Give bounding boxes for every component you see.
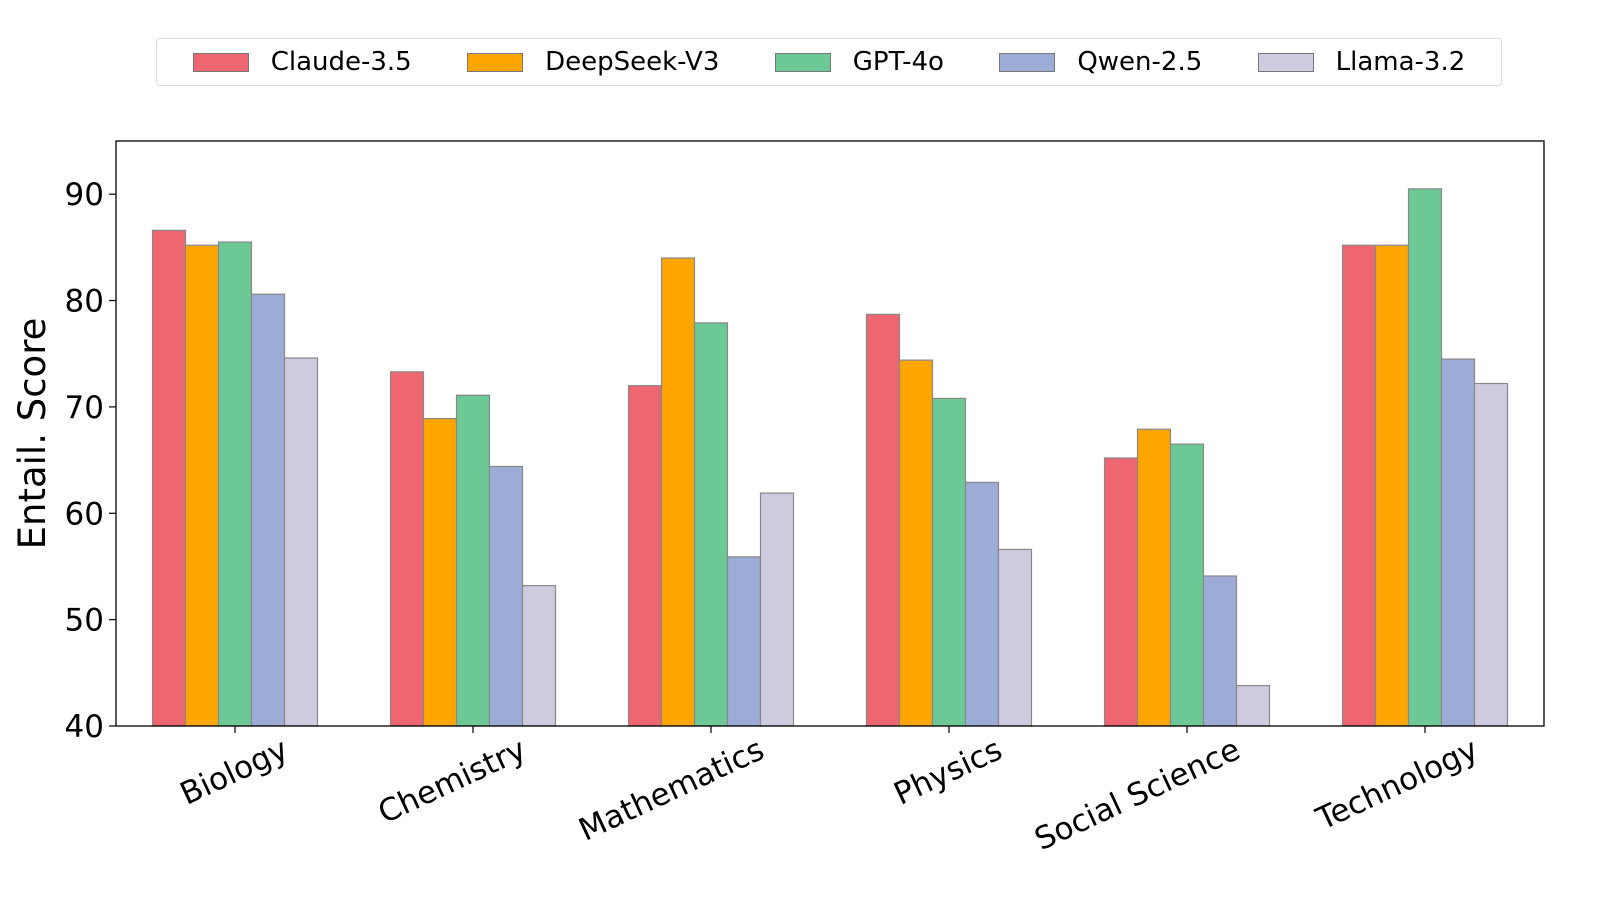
y-tick-label: 40 [65, 709, 104, 745]
bar-claude-3-5-chemistry [389, 371, 425, 727]
legend-item: Llama-3.2 [1257, 47, 1466, 77]
bar-llama-3-2-mathematics [759, 492, 795, 727]
bar-llama-3-2-technology [1473, 382, 1509, 727]
legend-swatch [1257, 52, 1314, 72]
bar-claude-3-5-physics [865, 313, 901, 727]
bar-llama-3-2-chemistry [521, 584, 557, 727]
bar-deepseek-v3-biology [184, 244, 220, 727]
x-tick-label: Chemistry [373, 731, 532, 831]
legend-label: DeepSeek-V3 [545, 47, 720, 77]
bar-qwen-2-5-technology [1440, 358, 1476, 727]
bar-llama-3-2-social-science [1235, 684, 1271, 727]
bar-qwen-2-5-social-science [1202, 575, 1238, 727]
bar-gpt-4o-chemistry [455, 394, 491, 727]
bar-deepseek-v3-social-science [1136, 428, 1172, 727]
legend-label: GPT-4o [852, 47, 944, 77]
bar-gpt-4o-technology [1407, 188, 1443, 727]
bar-deepseek-v3-technology [1374, 244, 1410, 727]
legend-item: GPT-4o [774, 47, 944, 77]
bar-gpt-4o-biology [217, 241, 253, 727]
legend: Claude-3.5 DeepSeek-V3 GPT-4o Qwen-2.5 Llama… [156, 38, 1502, 86]
x-tick-label: Mathematics [573, 731, 769, 848]
y-tick-label: 90 [65, 177, 104, 213]
bar-qwen-2-5-chemistry [488, 465, 524, 727]
plot-frame [115, 140, 1545, 727]
bar-qwen-2-5-biology [250, 293, 286, 727]
bar-deepseek-v3-mathematics [660, 257, 696, 727]
legend-swatch [774, 52, 831, 72]
legend-swatch [467, 52, 524, 72]
bar-gpt-4o-physics [931, 397, 967, 727]
x-tick-label: Technology [1310, 731, 1484, 837]
x-tick-label: Social Science [1029, 731, 1245, 857]
legend-item: Claude-3.5 [192, 47, 412, 77]
y-tick-label: 70 [65, 390, 104, 426]
bar-deepseek-v3-physics [898, 359, 934, 727]
legend-label: Llama-3.2 [1335, 47, 1466, 77]
legend-item: DeepSeek-V3 [467, 47, 719, 77]
bar-llama-3-2-biology [283, 357, 319, 727]
legend-item: Qwen-2.5 [999, 47, 1202, 77]
y-tick-label: 50 [65, 603, 104, 639]
x-tick-label: Physics [889, 731, 1008, 812]
legend-swatch [999, 52, 1056, 72]
bar-gpt-4o-social-science [1169, 443, 1205, 727]
bar-gpt-4o-mathematics [693, 322, 729, 727]
bar-claude-3-5-biology [151, 229, 187, 727]
legend-label: Claude-3.5 [270, 47, 412, 77]
legend-swatch [192, 52, 249, 72]
bar-claude-3-5-mathematics [627, 385, 663, 727]
bar-llama-3-2-physics [997, 548, 1033, 727]
x-tick-label: Biology [175, 731, 294, 812]
bar-claude-3-5-social-science [1103, 457, 1139, 727]
bar-qwen-2-5-mathematics [726, 556, 762, 727]
y-tick-label: 80 [65, 284, 104, 320]
bar-deepseek-v3-chemistry [422, 418, 458, 727]
bar-qwen-2-5-physics [964, 481, 1000, 727]
y-tick-label: 60 [65, 496, 104, 532]
legend-label: Qwen-2.5 [1077, 47, 1203, 77]
bar-claude-3-5-technology [1341, 244, 1377, 727]
y-axis-label: Entail. Score [11, 318, 54, 550]
